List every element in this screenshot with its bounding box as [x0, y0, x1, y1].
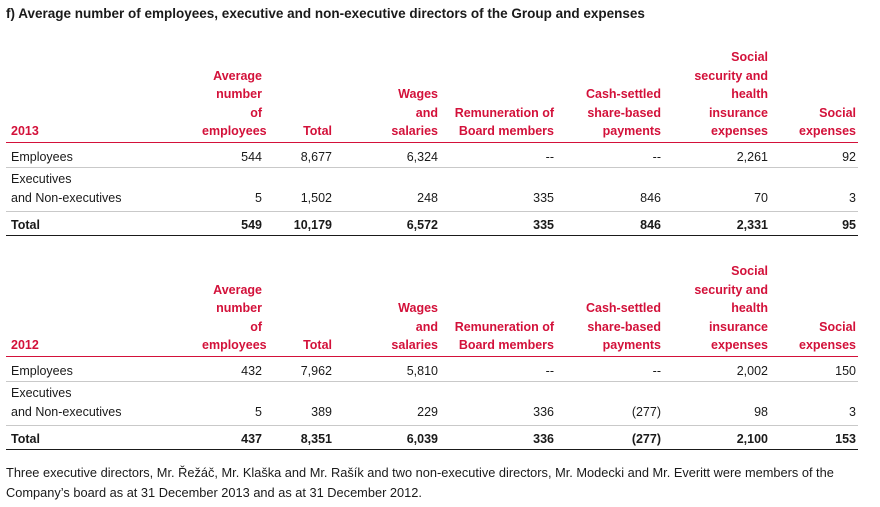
- cell: 7,962: [264, 356, 334, 382]
- cell: 92: [770, 142, 858, 168]
- cell: 2,331: [663, 211, 770, 236]
- row-label: Executives and Non-executives: [6, 167, 178, 212]
- cell: 8,677: [264, 142, 334, 168]
- cell: 98: [663, 381, 770, 426]
- cell: 95: [770, 211, 858, 236]
- cell: 6,324: [334, 142, 440, 168]
- table-row: Executives and Non-executives 5 1,502 248…: [6, 167, 858, 212]
- cell: 2,002: [663, 356, 770, 382]
- cell: 2,100: [663, 425, 770, 450]
- cell: --: [440, 356, 556, 382]
- cell: 248: [334, 167, 440, 212]
- total-row: Total 437 8,351 6,039 336 (277) 2,100 15…: [6, 425, 858, 450]
- col-social-security: Social security and health insurance exp…: [663, 48, 770, 143]
- cell: --: [556, 356, 663, 382]
- table-row: Executives and Non-executives 5 389 229 3…: [6, 381, 858, 426]
- row-label: Total: [6, 211, 178, 236]
- cell: 2,261: [663, 142, 770, 168]
- year-header: 2012: [6, 262, 178, 357]
- cell: 6,039: [334, 425, 440, 450]
- cell: 389: [264, 381, 334, 426]
- row-label-line1: Executives: [11, 385, 72, 400]
- col-average-employees: Average number of employees: [178, 262, 267, 357]
- cell: 544: [178, 142, 264, 168]
- cell: 5: [178, 167, 264, 212]
- table-row: Employees 544 8,677 6,324 -- -- 2,261 92: [6, 142, 858, 168]
- col-average-employees: Average number of employees: [178, 48, 267, 143]
- col-remuneration-board: Remuneration of Board members: [440, 262, 556, 357]
- row-label-line1: Executives: [11, 171, 72, 186]
- footnote: Three executive directors, Mr. Řežáč, Mr…: [6, 465, 834, 500]
- col-cash-settled: Cash-settled share-based payments: [556, 48, 663, 143]
- col-wages-salaries: Wages and salaries: [334, 262, 440, 357]
- total-row: Total 549 10,179 6,572 335 846 2,331 95: [6, 211, 858, 236]
- col-social-expenses: Social expenses: [770, 48, 858, 143]
- cell: 6,572: [334, 211, 440, 236]
- cell: 335: [440, 167, 556, 212]
- row-label: Employees: [6, 142, 178, 168]
- cell: 549: [178, 211, 264, 236]
- col-remuneration-board: Remuneration of Board members: [440, 48, 556, 143]
- year-header: 2013: [6, 48, 178, 143]
- section-heading: f) Average number of employees, executiv…: [6, 6, 645, 21]
- table-2012: 2012 Average number of employees Total W…: [6, 262, 858, 450]
- table-2013: 2013 Average number of employees Total W…: [6, 48, 858, 236]
- row-label-line2: and Non-executives: [11, 404, 122, 419]
- row-label: Total: [6, 425, 178, 450]
- table-row: Employees 432 7,962 5,810 -- -- 2,002 15…: [6, 356, 858, 382]
- cell: 150: [770, 356, 858, 382]
- row-label: Executives and Non-executives: [6, 381, 178, 426]
- cell: 432: [178, 356, 264, 382]
- cell: 335: [440, 211, 556, 236]
- cell: 3: [770, 381, 858, 426]
- cell: 10,179: [264, 211, 334, 236]
- row-label-line2: and Non-executives: [11, 190, 122, 205]
- cell: 3: [770, 167, 858, 212]
- cell: --: [556, 142, 663, 168]
- col-wages-salaries: Wages and salaries: [334, 48, 440, 143]
- cell: 1,502: [264, 167, 334, 212]
- cell: 5: [178, 381, 264, 426]
- cell: (277): [556, 381, 663, 426]
- row-label: Employees: [6, 356, 178, 382]
- cell: 336: [440, 425, 556, 450]
- cell: 846: [556, 211, 663, 236]
- header-row: 2012 Average number of employees Total W…: [6, 262, 858, 357]
- col-total: Total: [264, 48, 334, 143]
- cell: --: [440, 142, 556, 168]
- col-cash-settled: Cash-settled share-based payments: [556, 262, 663, 357]
- cell: 70: [663, 167, 770, 212]
- cell: 437: [178, 425, 264, 450]
- cell: (277): [556, 425, 663, 450]
- cell: 336: [440, 381, 556, 426]
- cell: 5,810: [334, 356, 440, 382]
- col-social-expenses: Social expenses: [770, 262, 858, 357]
- header-row: 2013 Average number of employees Total W…: [6, 48, 858, 143]
- col-social-security: Social security and health insurance exp…: [663, 262, 770, 357]
- col-total: Total: [264, 262, 334, 357]
- cell: 846: [556, 167, 663, 212]
- cell: 153: [770, 425, 858, 450]
- cell: 8,351: [264, 425, 334, 450]
- cell: 229: [334, 381, 440, 426]
